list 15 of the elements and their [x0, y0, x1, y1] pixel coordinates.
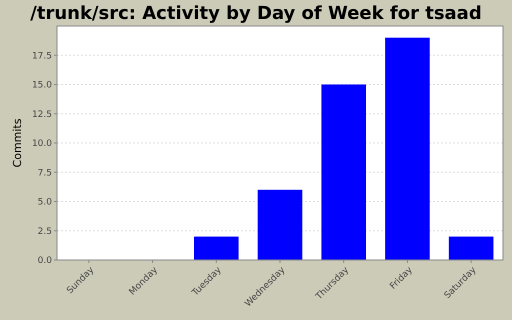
- y-tick-label: 5.0: [38, 198, 52, 208]
- chart-title: /trunk/src: Activity by Day of Week for tsaad: [30, 3, 482, 24]
- y-tick-label: 10.0: [32, 139, 52, 150]
- bar: [321, 84, 366, 260]
- bar: [194, 236, 239, 260]
- y-axis-title: Commits: [11, 118, 24, 168]
- y-tick-label: 2.5: [38, 226, 52, 237]
- bar: [448, 236, 494, 260]
- y-tick-label: 17.5: [32, 51, 52, 62]
- y-tick-label: 12.5: [32, 110, 52, 120]
- y-tick-label: 7.5: [38, 168, 52, 178]
- y-tick-label: 15.0: [32, 80, 52, 91]
- bar: [258, 190, 302, 260]
- bar: [385, 38, 430, 260]
- y-tick-label: 0.0: [38, 256, 52, 266]
